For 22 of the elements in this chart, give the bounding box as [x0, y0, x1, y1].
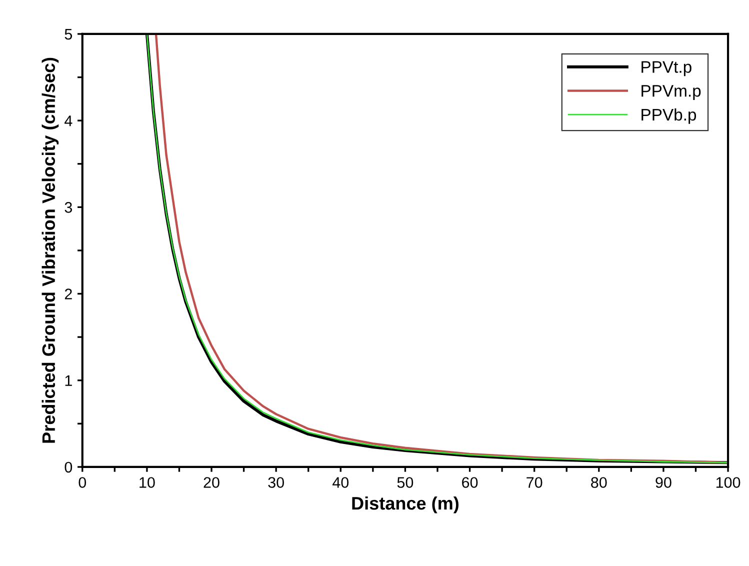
- x-tick-label: 20: [204, 477, 220, 488]
- x-tick-label: 80: [591, 477, 607, 488]
- x-tick-label: 10: [140, 477, 155, 488]
- x-axis-title: Distance (m): [352, 496, 458, 514]
- legend-label: PPVb.p: [642, 108, 696, 124]
- x-tick-label: 40: [332, 477, 349, 488]
- y-tick-label: 0: [64, 462, 72, 473]
- x-tick-label: 60: [462, 477, 478, 488]
- y-tick-label: 5: [64, 28, 72, 40]
- y-tick-label: 4: [64, 116, 72, 126]
- x-tick-label: 30: [268, 477, 284, 488]
- y-axis-title: Predicted Ground Vibration Velocity (cm/sec): [42, 58, 59, 443]
- y-tick-label: 3: [64, 202, 72, 213]
- y-tick-label: 2: [64, 288, 72, 300]
- legend-label: PPVt.p: [642, 61, 692, 76]
- y-tick-label: 1: [65, 375, 72, 386]
- x-tick-label: 70: [526, 477, 542, 488]
- x-tick-label: 100: [716, 477, 740, 488]
- x-tick-label: 50: [397, 477, 414, 488]
- x-tick-label: 90: [656, 477, 672, 488]
- x-tick-label: 0: [78, 477, 86, 488]
- legend-label: PPVm.p: [642, 85, 701, 100]
